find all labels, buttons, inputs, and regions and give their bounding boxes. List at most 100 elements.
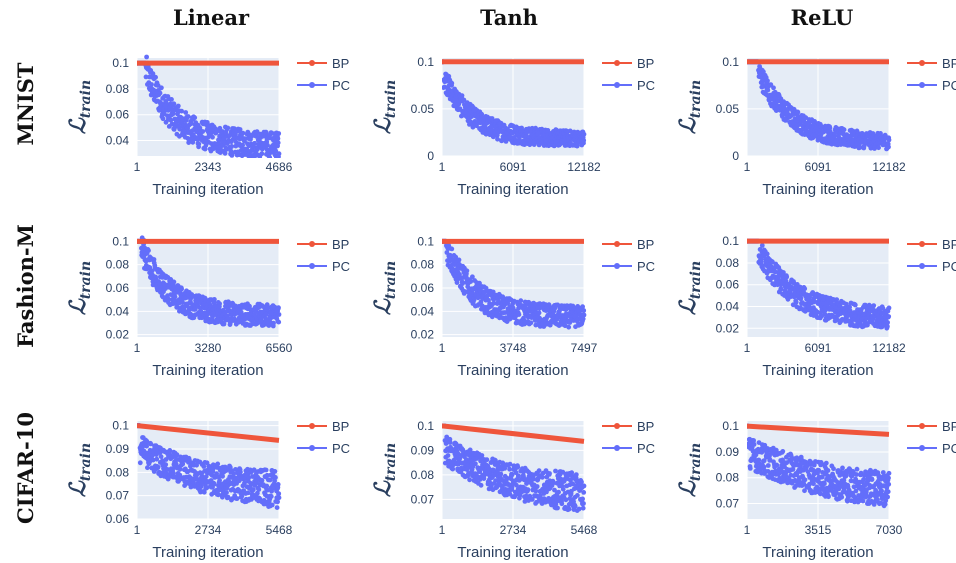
pc-point <box>852 302 858 308</box>
pc-point <box>265 305 271 310</box>
pc-point <box>767 457 773 463</box>
legend-marker-pc <box>309 82 315 88</box>
bp-line <box>442 423 585 444</box>
pc-point <box>196 141 202 147</box>
y-tick-label: 0.08 <box>411 258 435 272</box>
pc-point <box>255 490 260 496</box>
pc-point <box>759 259 764 265</box>
pc-point <box>545 127 551 133</box>
y-tick-label: 0.04 <box>106 304 130 318</box>
x-tick-label: 6091 <box>500 160 527 174</box>
pc-point <box>175 103 181 109</box>
row-title: CIFAR-10 <box>13 412 38 524</box>
legend-marker-bp <box>309 423 315 429</box>
pc-point <box>751 442 757 447</box>
x-axis-label: Training iteration <box>762 544 873 561</box>
pc-point <box>276 312 282 317</box>
legend-label-bp: BP <box>942 56 956 71</box>
pc-point <box>449 246 455 252</box>
x-tick-label: 12182 <box>872 160 906 174</box>
y-axis-label: ℒtrain <box>675 261 704 315</box>
pc-point <box>788 453 794 458</box>
pc-point <box>581 483 587 489</box>
row-title: Fashion-M <box>13 224 38 348</box>
pc-point <box>254 134 259 139</box>
pc-point <box>144 54 150 60</box>
pc-point <box>220 473 226 479</box>
pc-point <box>174 452 180 457</box>
x-tick-label: 3515 <box>805 523 832 537</box>
pc-point <box>276 491 282 496</box>
pc-point <box>192 115 198 121</box>
y-tick-label: 0.02 <box>716 321 740 335</box>
y-tick-label: 0.1 <box>722 419 739 433</box>
pc-point <box>180 299 185 305</box>
pc-point <box>267 477 273 483</box>
pc-point <box>792 477 798 483</box>
y-tick-label: 0.04 <box>411 304 435 318</box>
pc-point <box>224 490 229 495</box>
x-tick-label: 6091 <box>805 341 832 355</box>
y-tick-label: 0.06 <box>716 278 740 292</box>
pc-point <box>536 468 542 474</box>
pc-point <box>567 128 573 134</box>
y-tick-label: 0.06 <box>106 512 130 526</box>
pc-point <box>185 114 191 119</box>
pc-point <box>276 131 282 136</box>
pc-point <box>580 496 585 502</box>
x-tick-label: 1 <box>134 341 141 355</box>
pc-point <box>464 268 470 274</box>
y-tick-label: 0.08 <box>106 465 130 479</box>
y-tick-label: 0.1 <box>722 234 739 248</box>
pc-point <box>886 137 892 143</box>
pc-point <box>200 129 206 134</box>
pc-point <box>247 303 252 309</box>
pc-point <box>232 316 237 322</box>
pc-point <box>155 464 161 470</box>
pc-point <box>273 148 279 154</box>
y-axis-label: ℒtrain <box>675 80 704 134</box>
pc-point <box>276 305 281 311</box>
x-tick-label: 2734 <box>500 523 527 537</box>
pc-point <box>765 78 770 84</box>
pc-point <box>560 486 566 492</box>
pc-point <box>822 311 828 317</box>
pc-point <box>885 494 890 500</box>
y-axis-label: ℒtrain <box>370 443 399 497</box>
pc-point <box>224 146 229 152</box>
y-tick-label: 0.1 <box>112 419 129 433</box>
pc-point <box>765 463 771 468</box>
legend-label-bp: BP <box>942 419 956 434</box>
pc-point <box>514 482 519 488</box>
plot-marks <box>442 423 587 513</box>
plot-marks <box>747 59 892 152</box>
y-tick-label: 0.1 <box>417 234 434 248</box>
legend-label-pc: PC <box>332 78 350 93</box>
y-tick-label: 0.07 <box>106 489 130 503</box>
x-tick-label: 3748 <box>500 341 527 355</box>
y-axis-label: ℒtrain <box>65 261 94 315</box>
pc-point <box>267 155 273 158</box>
pc-point <box>509 485 515 490</box>
x-tick-label: 5468 <box>571 523 598 537</box>
pc-point <box>581 312 587 318</box>
legend-marker-pc <box>309 263 315 269</box>
pc-point <box>450 266 456 272</box>
pc-point <box>215 492 221 498</box>
pc-point <box>875 497 880 502</box>
pc-point <box>150 457 156 463</box>
pc-point <box>460 281 465 286</box>
pc-point <box>188 121 194 127</box>
pc-point <box>843 301 849 307</box>
pc-point <box>851 484 857 490</box>
pc-point <box>144 443 150 449</box>
pc-point <box>477 280 482 286</box>
legend-marker-pc <box>614 82 620 88</box>
x-tick-label: 1 <box>439 160 446 174</box>
legend-label-pc: PC <box>637 259 655 274</box>
pc-point <box>467 447 473 453</box>
y-tick-label: 0.1 <box>112 56 129 70</box>
pc-point <box>145 465 150 471</box>
